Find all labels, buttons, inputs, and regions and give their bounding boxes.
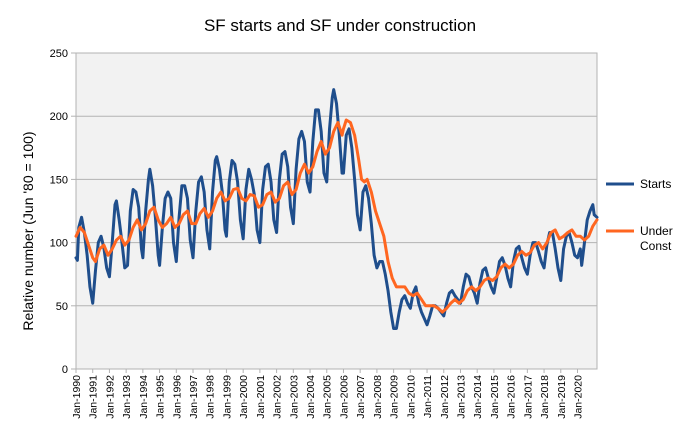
x-tick-label: Jan-2006 (338, 375, 350, 419)
x-tick-label: Jan-1996 (171, 375, 183, 419)
x-tick-label: Jan-2003 (288, 375, 300, 419)
y-tick-label: 50 (56, 301, 68, 313)
x-tick-label: Jan-2016 (506, 375, 518, 419)
x-tick-label: Jan-2019 (556, 375, 568, 419)
x-tick-label: Jan-2009 (389, 375, 401, 419)
series-line-under-const (74, 118, 599, 314)
x-tick-label: Jan-2004 (305, 375, 317, 419)
y-tick-label: 250 (50, 48, 68, 60)
x-tick-label: Jan-2015 (489, 375, 501, 419)
x-tick-label: Jan-2008 (372, 375, 384, 419)
x-tick-label: Jan-2001 (255, 375, 267, 419)
y-tick-label: 200 (50, 111, 68, 123)
x-tick-label: Jan-2002 (272, 375, 284, 419)
x-tick-label: Jan-2007 (355, 375, 367, 419)
y-tick-label: 0 (62, 364, 68, 376)
x-tick-label: Jan-1994 (138, 375, 150, 419)
y-axis-ticks: 0 50 100 150 200 250 (50, 48, 76, 376)
x-tick-label: Jan-2010 (405, 375, 417, 419)
y-tick-label: 150 (50, 174, 68, 186)
x-tick-label: Jan-1998 (205, 375, 217, 419)
y-tick-label: 100 (50, 238, 68, 250)
x-tick-label: Jan-2017 (522, 375, 534, 419)
x-tick-label: Jan-2011 (422, 375, 434, 418)
x-tick-label: Jan-1990 (71, 375, 83, 419)
x-tick-label: Jan-1997 (188, 375, 200, 419)
legend-label: Const (640, 239, 672, 253)
x-axis-ticks: Jan-1990 Jan-1991 Jan-1992 Jan-1993 Jan-1994… (71, 369, 584, 419)
x-tick-label: Jan-1999 (221, 375, 233, 419)
x-tick-label: Jan-1992 (104, 375, 116, 419)
x-tick-label: Jan-2013 (455, 375, 467, 419)
x-tick-label: Jan-2000 (238, 375, 250, 419)
legend-label: Starts (640, 177, 671, 191)
x-tick-label: Jan-2005 (322, 375, 334, 419)
x-tick-label: Jan-2012 (439, 375, 451, 419)
legend-label: Under (640, 224, 673, 238)
series-lines (74, 88, 599, 331)
x-tick-label: Jan-1991 (88, 375, 100, 419)
x-tick-label: Jan-1995 (155, 375, 167, 419)
y-axis-label: Relative number (Jun '80 = 100) (20, 131, 36, 330)
chart-title: SF starts and SF under construction (204, 16, 476, 35)
x-tick-label: Jan-2018 (539, 375, 551, 419)
series-line-starts (74, 88, 599, 331)
x-tick-label: Jan-2020 (572, 375, 584, 419)
x-tick-label: Jan-2014 (472, 375, 484, 419)
x-tick-label: Jan-1993 (121, 375, 133, 419)
